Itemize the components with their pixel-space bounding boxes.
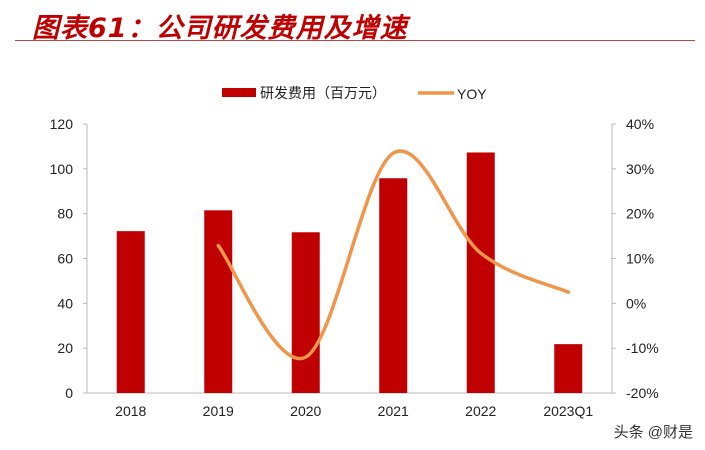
- right-tick-label: 40%: [626, 116, 654, 132]
- legend-bar-label: 研发费用（百万元）: [260, 85, 386, 101]
- right-tick-label: 10%: [626, 251, 654, 267]
- chart-title: 图表61：公司研发费用及增速: [32, 13, 408, 44]
- right-tick-label: 30%: [626, 161, 654, 177]
- right-tick-label: 20%: [626, 206, 654, 222]
- left-tick-label: 40: [57, 295, 73, 311]
- left-tick-label: 0: [65, 385, 73, 401]
- watermark: 头条 @财是: [613, 424, 693, 441]
- right-tick-label: -10%: [626, 340, 659, 356]
- legend-line-label: YOY: [457, 86, 487, 102]
- bar-2022: [466, 152, 495, 393]
- right-tick-label: 0%: [626, 295, 646, 311]
- x-tick-label: 2022: [465, 403, 496, 419]
- yoy-line: [216, 149, 570, 361]
- left-tick-label: 100: [50, 161, 74, 177]
- title-divider: [15, 40, 695, 41]
- x-tick-label: 2020: [290, 403, 321, 419]
- x-tick-label: 2019: [203, 403, 234, 419]
- left-tick-label: 20: [57, 340, 73, 356]
- bar-2019: [204, 210, 233, 393]
- x-tick-label: 2023Q1: [543, 403, 593, 419]
- bar-2021: [379, 178, 408, 393]
- bar-2020: [291, 232, 320, 393]
- left-tick-label: 80: [57, 206, 73, 222]
- left-tick-label: 60: [57, 251, 73, 267]
- legend-bar-swatch: [222, 88, 256, 97]
- right-tick-label: -20%: [626, 385, 659, 401]
- bar-2023Q1: [554, 344, 583, 393]
- bar-2018: [116, 231, 145, 393]
- left-tick-label: 120: [50, 116, 74, 132]
- x-tick-label: 2018: [115, 403, 146, 419]
- x-tick-label: 2021: [378, 403, 409, 419]
